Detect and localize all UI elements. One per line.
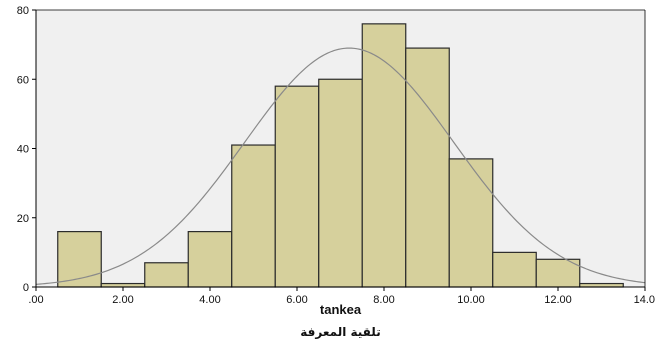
histogram-bar	[187, 231, 233, 288]
histogram-bar	[100, 282, 146, 288]
histogram-bar	[361, 23, 407, 288]
x-tick-label: .00	[28, 294, 43, 306]
x-tick-label: 12.00	[544, 294, 572, 306]
y-tick-label: 60	[17, 74, 29, 86]
x-tick-label: 14.0	[634, 294, 655, 306]
histogram-bars	[57, 23, 624, 288]
histogram-bar	[405, 47, 450, 288]
histogram-bar	[579, 282, 624, 288]
y-tick-label: 80	[17, 5, 29, 17]
y-tick-label: 40	[17, 144, 29, 156]
x-tick-label: 2.00	[112, 294, 133, 306]
normal-distribution-curve	[35, 47, 646, 285]
x-axis-title: tankea	[320, 302, 362, 317]
histogram-bar	[448, 158, 494, 288]
histogram-bar	[231, 144, 276, 288]
histogram-bar	[57, 231, 102, 288]
histogram-bar	[492, 251, 537, 288]
y-axis-ticks: 0 20 40 60 80	[17, 5, 36, 294]
x-axis-ticks: .00 2.00 4.00 6.00 8.00 10.00 12.00 14.0	[28, 287, 655, 306]
y-tick-label: 0	[23, 282, 29, 294]
x-tick-label: 10.00	[457, 294, 485, 306]
histogram-bar	[144, 262, 189, 288]
x-tick-label: 4.00	[199, 294, 220, 306]
x-tick-label: 6.00	[286, 294, 307, 306]
x-tick-label: 8.00	[373, 294, 394, 306]
chart-caption: تلقية المعرفة	[300, 325, 380, 339]
y-tick-label: 20	[17, 213, 29, 225]
histogram-bar	[274, 85, 320, 288]
histogram-bar	[318, 78, 363, 288]
